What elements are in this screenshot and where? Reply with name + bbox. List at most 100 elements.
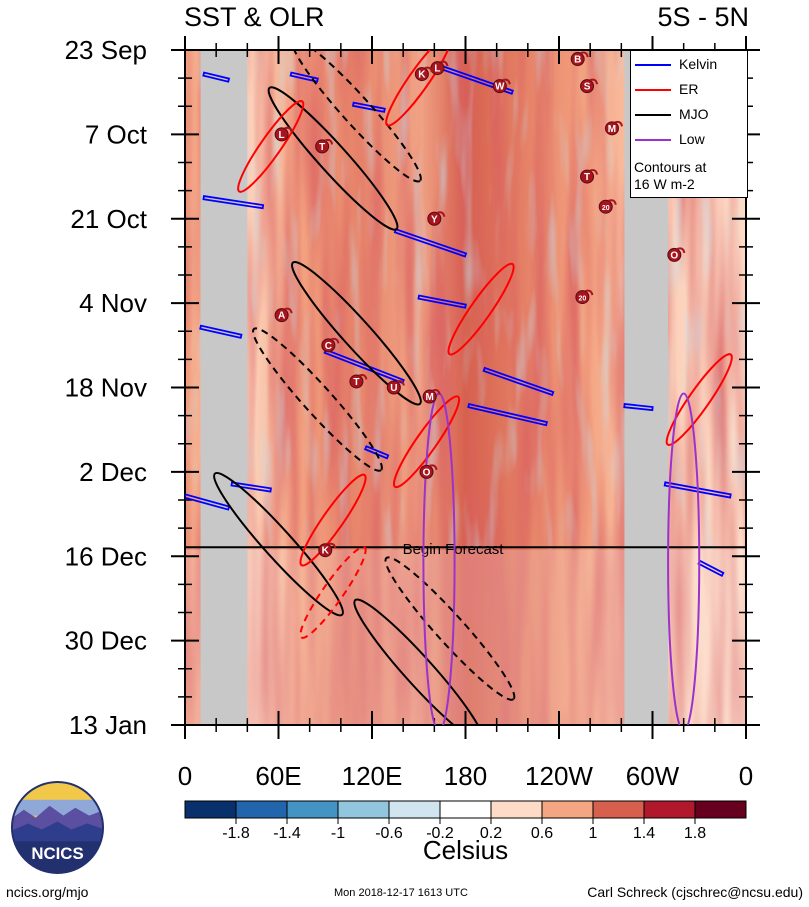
storm-marker: K [318, 542, 337, 558]
storm-label: 20 [602, 205, 610, 212]
storm-tail [327, 542, 337, 549]
storm-symbol [580, 169, 595, 184]
x-tick-label: 120E [342, 761, 403, 791]
legend: Kelvin ER MJO Low Contours at 16 W m-2 [630, 50, 748, 198]
storm-label: O [670, 250, 678, 261]
legend-swatch [635, 114, 671, 116]
colorbar-swatch [337, 800, 390, 819]
storm-label: L [434, 64, 440, 75]
storm-symbol [315, 139, 330, 154]
storm-tail [324, 138, 334, 145]
storm-symbol [570, 52, 585, 67]
storm-tail [608, 199, 617, 205]
mjo-contour [213, 471, 344, 617]
storm-marker: C [321, 337, 340, 353]
legend-swatch [635, 64, 671, 66]
legend-label: Kelvin [679, 56, 718, 72]
storm-label: K [418, 70, 426, 81]
kelvin-contour [363, 445, 390, 460]
legend-note-line1: Contours at [634, 159, 707, 175]
footer-author: Carl Schreck (cjschrec@ncsu.edu) [587, 884, 803, 900]
storm-label: 20 [578, 296, 586, 303]
x-tick-label: 0 [178, 761, 192, 791]
storm-marker: M [604, 120, 623, 136]
colorbar-swatch [541, 800, 594, 819]
low-contour [667, 392, 701, 725]
storm-symbol [274, 308, 289, 323]
kelvin-contour [202, 71, 231, 83]
er-contour [447, 262, 515, 356]
colorbar-label: 1 [589, 825, 598, 842]
storm-marker: S [580, 78, 599, 94]
y-tick-label: 30 Dec [65, 626, 147, 656]
kelvin-contour [417, 294, 467, 309]
y-tick-label: 18 Nov [65, 373, 147, 403]
land-mask [200, 50, 248, 725]
storm-symbol [321, 338, 336, 353]
storm-symbol [667, 247, 682, 262]
footer-url[interactable]: ncics.org/mjo [6, 884, 89, 900]
colorbar-swatch [694, 800, 747, 819]
storm-marker: O [667, 247, 686, 262]
colorbar-label: 1.4 [633, 825, 655, 842]
storm-label: T [319, 142, 325, 153]
colorbar-label: 0.2 [480, 825, 502, 842]
storm-tail [284, 126, 293, 133]
er-contour [299, 545, 367, 639]
storm-tail [585, 289, 594, 296]
legend-swatch [635, 139, 671, 141]
y-tick-label: 4 Nov [79, 288, 147, 318]
colorbar-label: 0.6 [531, 825, 553, 842]
legend-note-line2: 16 W m-2 [634, 176, 695, 192]
storm-tail [502, 78, 511, 85]
storm-symbol [422, 389, 437, 404]
mjo-contour [353, 598, 485, 725]
colorbar-swatch [643, 800, 696, 819]
er-contour [665, 353, 733, 446]
kelvin-contour [230, 481, 272, 493]
storm-label: T [353, 377, 359, 388]
x-tick-label: 60E [255, 761, 301, 791]
y-tick-label: 23 Sep [65, 35, 147, 65]
colorbar: -1.8 -1.4 -1 -0.6 -0.2 0.2 0.6 1 1.4 1.8 [184, 800, 747, 842]
x-tick-label: 120W [525, 761, 593, 791]
colorbar-label: -1 [331, 825, 345, 842]
legend-label: Low [679, 131, 705, 147]
storm-symbol [349, 374, 364, 389]
legend-label: ER [679, 81, 699, 97]
legend-item-er: ER [633, 80, 745, 100]
y-tick-label: 2 Dec [79, 457, 147, 487]
mjo-contour [291, 261, 422, 406]
kelvin-contour [199, 324, 243, 339]
storm-label: Y [431, 214, 438, 225]
legend-item-mjo: MJO [633, 105, 745, 125]
storm-symbol [414, 67, 429, 82]
chart-title-right: 5S - 5N [657, 2, 749, 32]
x-tick-label: 60W [626, 761, 680, 791]
kelvin-contour [623, 402, 654, 412]
storm-symbol [580, 79, 595, 94]
storm-tail [432, 389, 441, 395]
legend-item-kelvin: Kelvin [633, 55, 745, 75]
y-tick-label: 16 Dec [65, 541, 147, 571]
storm-marker: 20 [575, 289, 594, 305]
x-tick-label: 0 [739, 761, 753, 791]
storm-marker: M [422, 389, 441, 404]
storm-symbol [419, 464, 434, 479]
ncics-logo: NCICS [10, 780, 105, 875]
storm-marker: 20 [598, 199, 617, 214]
colorbar-swatch [235, 800, 288, 819]
storm-label: L [279, 130, 285, 141]
storm-marker: T [315, 138, 334, 154]
mjo-contour [252, 327, 383, 472]
storm-label: C [325, 341, 332, 352]
footer-timestamp: Mon 2018-12-17 1613 UTC [334, 887, 468, 899]
storm-tail [580, 51, 589, 58]
legend-swatch [635, 89, 671, 91]
kelvin-contour [482, 366, 555, 397]
storm-tail [440, 60, 449, 67]
colorbar-label: -0.6 [375, 825, 403, 842]
storm-marker: T [349, 373, 368, 389]
storm-marker: K [414, 66, 433, 82]
